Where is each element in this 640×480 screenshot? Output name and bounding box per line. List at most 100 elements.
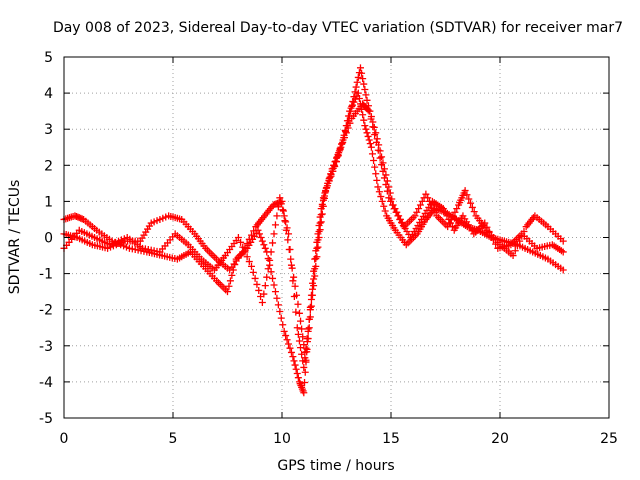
data-point	[373, 135, 381, 143]
data-point	[385, 194, 393, 202]
data-point	[302, 344, 310, 352]
data-point	[263, 273, 271, 281]
data-point	[411, 212, 419, 220]
data-point	[243, 253, 251, 261]
data-point	[359, 111, 367, 119]
data-point	[349, 98, 357, 106]
data-point	[366, 140, 374, 148]
data-point	[286, 344, 294, 352]
data-point	[267, 248, 275, 256]
data-point	[463, 191, 471, 199]
data-point	[374, 183, 382, 191]
data-point	[241, 248, 249, 256]
data-point	[258, 237, 266, 245]
data-point	[381, 207, 389, 215]
y-tick-label: -5	[39, 411, 53, 427]
data-point	[467, 199, 475, 207]
data-point	[305, 315, 313, 323]
data-point	[374, 146, 382, 154]
data-point	[293, 369, 301, 377]
data-point	[382, 171, 390, 179]
data-point	[353, 78, 361, 86]
data-point	[270, 230, 278, 238]
data-point	[367, 115, 375, 123]
data-point	[303, 345, 311, 353]
data-point	[294, 300, 302, 308]
data-point	[271, 221, 279, 229]
data-point	[369, 123, 377, 131]
data-point	[461, 187, 469, 195]
data-point	[322, 184, 330, 192]
data-point	[379, 167, 387, 175]
data-point	[226, 277, 234, 285]
data-point	[311, 272, 319, 280]
data-point	[273, 294, 281, 302]
data-point	[451, 208, 459, 216]
data-point	[313, 244, 321, 252]
data-point	[373, 176, 381, 184]
x-tick-label: 0	[60, 431, 69, 447]
data-point	[300, 389, 308, 397]
data-point	[371, 131, 379, 139]
y-tick-label: 2	[44, 158, 53, 174]
data-point	[249, 268, 257, 276]
data-point	[295, 337, 303, 345]
data-point	[289, 353, 297, 361]
data-point	[365, 107, 373, 115]
data-point	[310, 275, 318, 283]
data-points	[60, 64, 567, 397]
data-point	[269, 239, 277, 247]
data-point	[318, 202, 326, 210]
data-point	[424, 194, 432, 202]
data-point	[291, 282, 299, 290]
data-point	[360, 80, 368, 88]
data-point	[335, 147, 343, 155]
data-point	[429, 205, 437, 213]
data-point	[380, 174, 388, 182]
data-point	[321, 189, 329, 197]
data-point	[251, 274, 259, 282]
data-point	[392, 208, 400, 216]
y-tick-label: -1	[39, 267, 53, 283]
data-point	[279, 321, 287, 329]
data-point	[325, 175, 333, 183]
data-point	[347, 107, 355, 115]
data-point	[289, 277, 297, 285]
data-point	[317, 218, 325, 226]
data-point	[368, 150, 376, 158]
data-point	[449, 212, 457, 220]
data-point	[299, 333, 307, 341]
data-point	[511, 247, 519, 255]
data-point	[356, 64, 364, 72]
data-point	[317, 211, 325, 219]
data-point	[359, 75, 367, 83]
y-tick-label: 5	[44, 50, 53, 66]
y-tick-label: 4	[44, 86, 53, 102]
data-point	[239, 243, 247, 251]
data-point	[364, 106, 372, 114]
data-point	[279, 207, 287, 215]
data-point	[371, 163, 379, 171]
data-point	[224, 288, 231, 296]
data-point	[415, 205, 423, 213]
data-point	[286, 246, 294, 254]
data-point	[365, 136, 373, 144]
series-track-c	[60, 100, 567, 371]
data-point	[344, 124, 352, 132]
data-point	[293, 324, 301, 332]
data-point	[281, 217, 289, 225]
data-point	[361, 85, 369, 93]
data-point	[453, 205, 461, 213]
data-point	[245, 235, 253, 243]
data-point	[295, 309, 303, 317]
data-point	[342, 129, 350, 137]
data-point	[300, 341, 308, 349]
data-point	[351, 88, 359, 96]
data-point	[315, 227, 323, 235]
data-point	[287, 255, 295, 263]
data-point	[292, 365, 300, 373]
x-tick-label: 10	[273, 431, 291, 447]
data-point	[276, 308, 284, 316]
data-point	[431, 208, 439, 216]
data-point	[360, 116, 368, 124]
